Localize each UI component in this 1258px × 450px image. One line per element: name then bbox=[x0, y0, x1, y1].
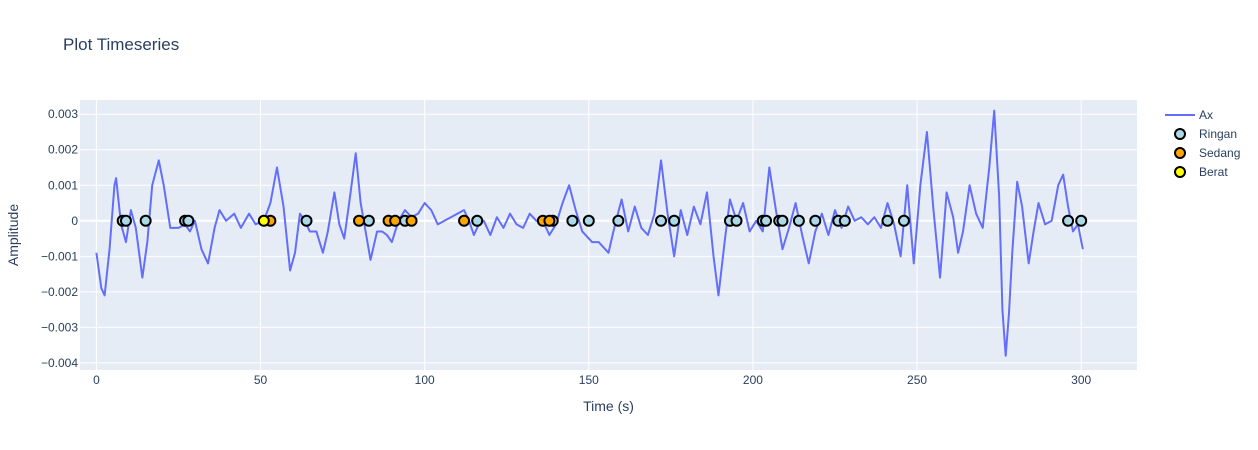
y-tick-label: 0.003 bbox=[48, 107, 78, 121]
marker-ringan bbox=[300, 214, 313, 227]
chart-title: Plot Timeseries bbox=[63, 35, 179, 54]
marker-ringan bbox=[566, 214, 579, 227]
marker-sedang bbox=[389, 214, 402, 227]
x-tick-label: 250 bbox=[907, 373, 927, 387]
marker-ringan bbox=[809, 214, 822, 227]
y-axis-title: Amplitude bbox=[5, 204, 21, 266]
marker-ringan bbox=[182, 214, 195, 227]
legend-marker-swatch bbox=[1174, 147, 1186, 159]
marker-sedang bbox=[353, 214, 366, 227]
x-tick-label: 0 bbox=[93, 373, 100, 387]
marker-ringan bbox=[582, 214, 595, 227]
marker-sedang bbox=[543, 214, 556, 227]
marker-ringan bbox=[139, 214, 152, 227]
x-tick-label: 150 bbox=[579, 373, 599, 387]
legend-label: Sedang bbox=[1199, 146, 1240, 160]
marker-ringan bbox=[1075, 214, 1088, 227]
y-tick-label: 0.001 bbox=[48, 178, 78, 192]
marker-ringan bbox=[471, 214, 484, 227]
legend-label: Ringan bbox=[1199, 127, 1237, 141]
x-axis-title: Time (s) bbox=[583, 398, 634, 414]
legend-item-berat[interactable]: Berat bbox=[1174, 165, 1228, 179]
marker-ringan bbox=[776, 214, 789, 227]
y-tick-label: −0.002 bbox=[41, 285, 78, 299]
y-tick-label: −0.001 bbox=[41, 249, 78, 263]
marker-ringan bbox=[838, 214, 851, 227]
plot-area bbox=[80, 100, 1137, 370]
marker-ringan bbox=[612, 214, 625, 227]
marker-ringan bbox=[655, 214, 668, 227]
marker-ringan bbox=[730, 214, 743, 227]
legend[interactable]: Ax Ringan Sedang Berat bbox=[1165, 108, 1240, 179]
legend-marker-swatch bbox=[1174, 128, 1186, 140]
y-tick-label: 0.002 bbox=[48, 143, 78, 157]
marker-ringan bbox=[668, 214, 681, 227]
marker-ringan bbox=[1062, 214, 1075, 227]
marker-ringan bbox=[792, 214, 805, 227]
legend-item-ringan[interactable]: Ringan bbox=[1174, 127, 1237, 141]
legend-item-ax[interactable]: Ax bbox=[1165, 108, 1213, 122]
y-tick-label: 0 bbox=[71, 214, 78, 228]
legend-item-sedang[interactable]: Sedang bbox=[1174, 146, 1240, 160]
marker-ringan bbox=[881, 214, 894, 227]
marker-ringan bbox=[760, 214, 773, 227]
x-tick-label: 200 bbox=[743, 373, 763, 387]
x-tick-label: 100 bbox=[415, 373, 435, 387]
y-tick-label: −0.004 bbox=[41, 356, 78, 370]
y-tick-label: −0.003 bbox=[41, 320, 78, 334]
marker-ringan bbox=[897, 214, 910, 227]
series-layer bbox=[95, 109, 1088, 357]
marker-sedang bbox=[458, 214, 471, 227]
x-tick-label: 50 bbox=[254, 373, 268, 387]
x-tick-label: 300 bbox=[1071, 373, 1091, 387]
marker-ringan bbox=[119, 214, 132, 227]
legend-label: Ax bbox=[1199, 108, 1213, 122]
marker-berat bbox=[257, 214, 270, 227]
legend-label: Berat bbox=[1199, 165, 1228, 179]
marker-sedang bbox=[405, 214, 418, 227]
marker-ringan bbox=[362, 214, 375, 227]
series-line-ax bbox=[95, 109, 1084, 357]
axis-ticks: 0 50 100 150 200 250 300 0.003 0.002 0.001 0 −0.001… bbox=[41, 107, 1092, 387]
legend-marker-swatch bbox=[1174, 166, 1186, 178]
grid-lines bbox=[80, 100, 1137, 370]
